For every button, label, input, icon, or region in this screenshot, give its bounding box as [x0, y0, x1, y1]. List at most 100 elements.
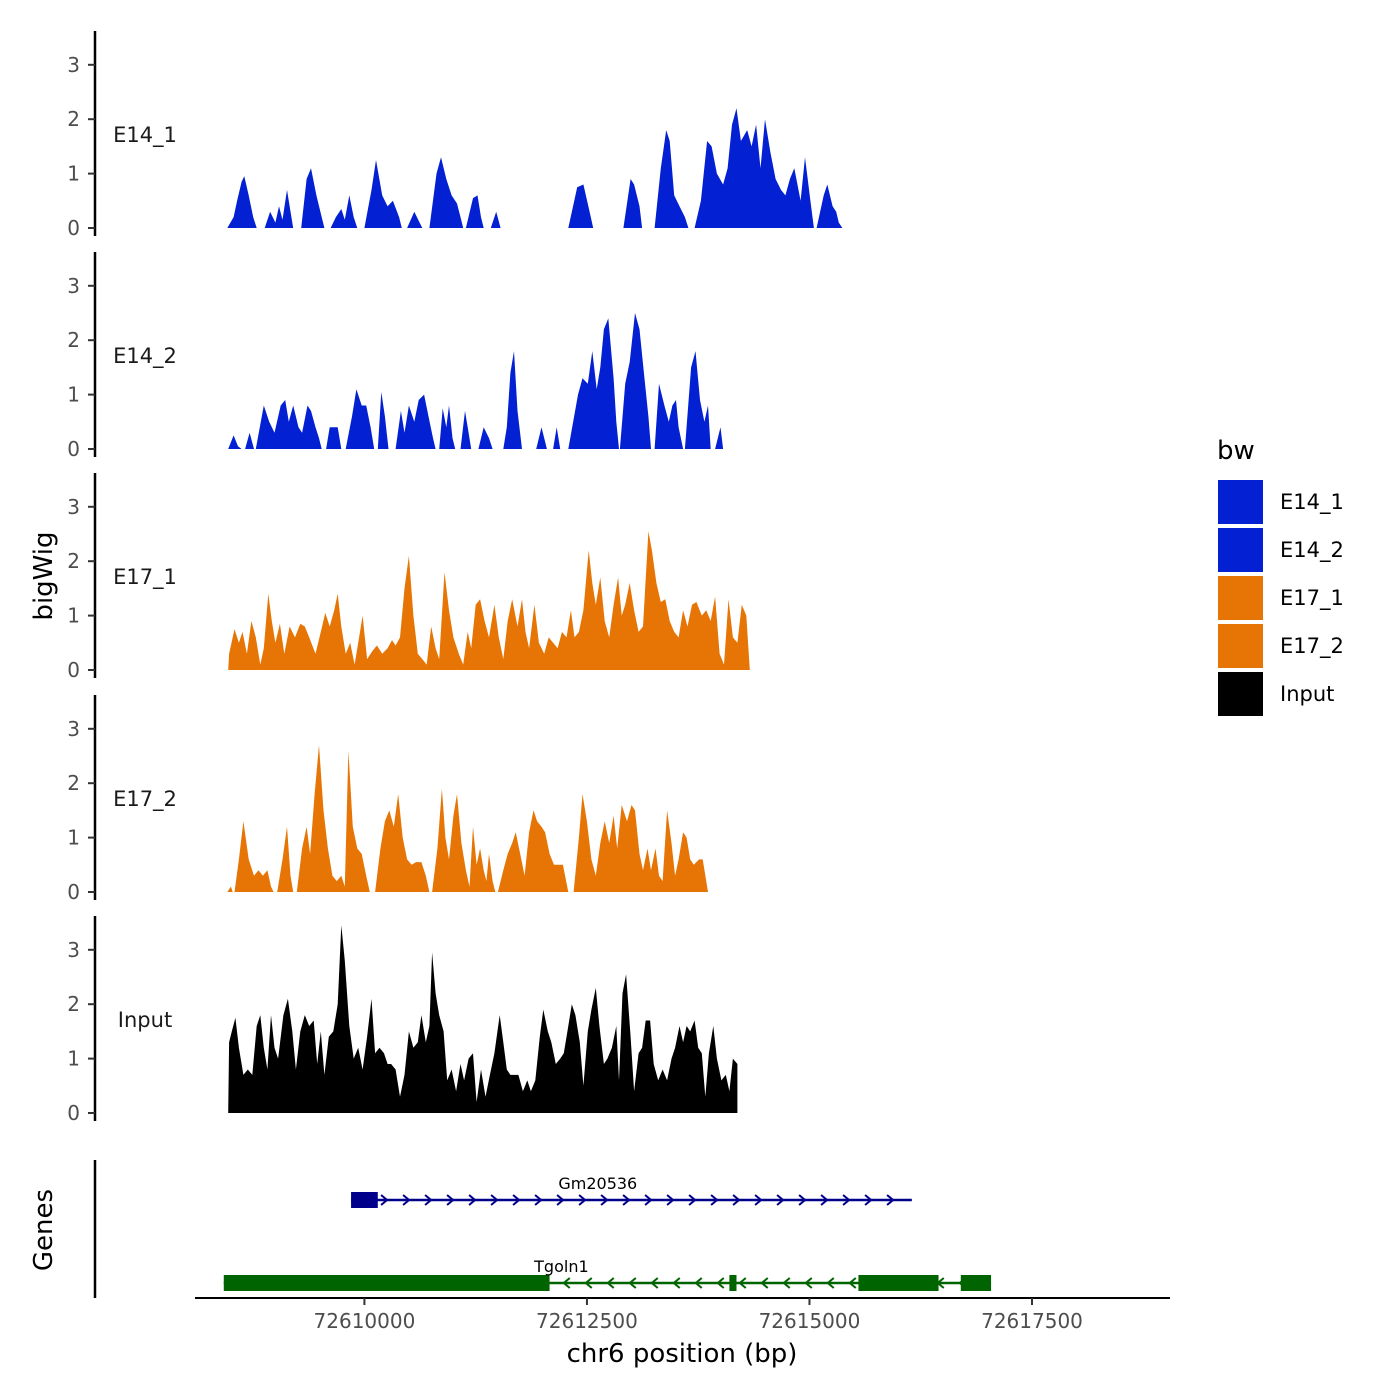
strand-arrow: [672, 1277, 681, 1289]
strand-arrow: [754, 1194, 763, 1206]
track-label: E17_2: [113, 787, 177, 812]
strand-arrow: [864, 1194, 873, 1206]
y-tick-label: 1: [67, 383, 80, 407]
y-tick-label: 3: [67, 938, 80, 962]
strand-arrow: [534, 1194, 543, 1206]
legend-swatch: [1218, 480, 1263, 524]
strand-arrow: [710, 1194, 719, 1206]
track-E14_2: 0 1 2 3 E14_2: [67, 252, 724, 461]
legend-label: E17_1: [1280, 586, 1344, 611]
y-tick-label: 2: [67, 992, 80, 1016]
gene-name-label: Gm20536: [558, 1174, 637, 1193]
track-E17_1: 0 1 2 3 E17_1: [67, 473, 750, 682]
strand-arrow: [848, 1277, 857, 1289]
legend-label: E14_1: [1280, 490, 1344, 515]
y-tick-label: 2: [67, 107, 80, 131]
legend-entry-E14_2: E14_2: [1218, 528, 1344, 572]
gene-Tgoln1: Tgoln1: [223, 1257, 992, 1291]
strand-arrow: [826, 1277, 835, 1289]
strand-arrow: [424, 1194, 433, 1206]
strand-arrow: [650, 1277, 659, 1289]
legend-title: bw: [1217, 436, 1255, 466]
y-tick-label: 3: [67, 53, 80, 77]
legend-label: Input: [1280, 682, 1334, 706]
y-tick-label: 1: [67, 162, 80, 186]
strand-arrow: [760, 1277, 769, 1289]
coverage-area-E17_1: [228, 531, 750, 670]
legend-label: E14_2: [1280, 538, 1344, 563]
gene-name-label: Tgoln1: [533, 1257, 588, 1276]
coverage-tracks: 0 1 2 3 E14_1 0 1 2 3 E14_2 0 1 2 3 E17_1 0 1 2 3 E17_2 0 1 2 3…: [67, 31, 843, 1125]
legend-label: E17_2: [1280, 634, 1344, 659]
legend-entry-E17_2: E17_2: [1218, 624, 1344, 668]
strand-arrow: [886, 1194, 895, 1206]
strand-arrow: [804, 1277, 813, 1289]
strand-arrow: [732, 1194, 741, 1206]
track-label: Input: [118, 1008, 172, 1032]
legend-entry-E14_1: E14_1: [1218, 480, 1344, 524]
legend-swatch: [1218, 672, 1263, 716]
y-tick-label: 3: [67, 495, 80, 519]
strand-arrow: [446, 1194, 455, 1206]
y-tick-label: 0: [67, 216, 80, 240]
strand-arrow: [842, 1194, 851, 1206]
strand-arrow: [738, 1277, 747, 1289]
strand-arrow: [512, 1194, 521, 1206]
gene-exon: [858, 1275, 939, 1291]
x-tick-label: 72615000: [759, 1309, 861, 1333]
y-tick-label: 1: [67, 1047, 80, 1071]
x-tick-label: 72612500: [536, 1309, 638, 1333]
strand-arrow: [820, 1194, 829, 1206]
gene-exon: [351, 1192, 378, 1208]
x-tick-label: 72610000: [314, 1309, 416, 1333]
track-label: E14_1: [113, 123, 177, 148]
strand-arrow: [622, 1194, 631, 1206]
coverage-area-E14_1: [227, 108, 843, 228]
strand-arrow: [380, 1194, 389, 1206]
legend-swatch: [1218, 528, 1263, 572]
strand-arrow: [578, 1194, 587, 1206]
y-tick-label: 2: [67, 549, 80, 573]
y-tick-label: 1: [67, 604, 80, 628]
track-Input: 0 1 2 3 Input: [67, 916, 738, 1125]
legend: bw E14_1 E14_2 E17_1 E17_2 Input: [1217, 436, 1344, 716]
x-tick-label: 72617500: [981, 1309, 1083, 1333]
strand-arrow: [600, 1194, 609, 1206]
y-tick-label: 0: [67, 658, 80, 682]
legend-swatch: [1218, 624, 1263, 668]
strand-arrow: [798, 1194, 807, 1206]
strand-arrow: [644, 1194, 653, 1206]
legend-swatch: [1218, 576, 1263, 620]
gene-exon: [729, 1275, 737, 1291]
strand-arrow: [628, 1277, 637, 1289]
strand-arrow: [782, 1277, 791, 1289]
strand-arrow: [666, 1194, 675, 1206]
strand-arrow: [716, 1277, 725, 1289]
strand-arrow: [556, 1194, 565, 1206]
genes-axis-title: Genes: [29, 1189, 59, 1271]
strand-arrow: [402, 1194, 411, 1206]
strand-arrow: [688, 1194, 697, 1206]
track-E17_2: 0 1 2 3 E17_2: [67, 695, 709, 904]
coverage-area-E17_2: [227, 745, 709, 892]
x-axis: 72610000 72612500 72615000 72617500: [195, 1297, 1170, 1333]
gene-track: Gm20536 Tgoln1: [93, 1160, 992, 1298]
coverage-area-E14_2: [228, 313, 724, 449]
legend-entry-E17_1: E17_1: [1218, 576, 1344, 620]
strand-arrow: [562, 1277, 571, 1289]
strand-arrow: [606, 1277, 615, 1289]
strand-arrow: [490, 1194, 499, 1206]
y-axis-title: bigWig: [29, 531, 59, 620]
legend-entry-Input: Input: [1218, 672, 1334, 716]
gene-Gm20536: Gm20536: [351, 1174, 912, 1208]
coverage-area-Input: [228, 925, 738, 1113]
track-label: E14_2: [113, 344, 177, 369]
y-tick-label: 3: [67, 274, 80, 298]
strand-arrow: [584, 1277, 593, 1289]
y-tick-label: 2: [67, 328, 80, 352]
strand-arrow: [776, 1194, 785, 1206]
y-tick-label: 0: [67, 437, 80, 461]
x-axis-title: chr6 position (bp): [567, 1339, 798, 1369]
